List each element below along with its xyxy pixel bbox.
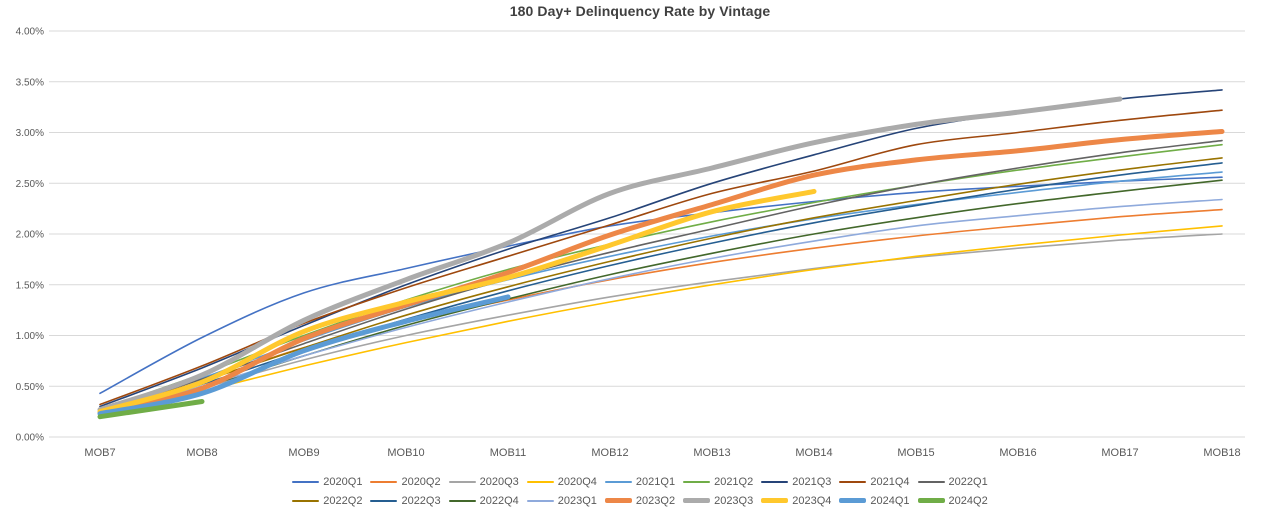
legend-row: 2022Q2 2022Q3 2022Q4 2023Q1 2023Q2 2023Q3 2023…	[0, 491, 1280, 510]
legend-item-2020Q2: 2020Q2	[370, 475, 441, 488]
legend-swatch-2022Q3	[370, 499, 398, 502]
legend-item-2022Q2: 2022Q2	[292, 495, 362, 507]
chart-title: 180 Day+ Delinquency Rate by Vintage	[509, 3, 771, 19]
y-tick-label: 2.00%	[16, 230, 44, 241]
legend-label-2020Q4: 2020Q4	[557, 475, 597, 488]
legend-swatch-2024Q2	[917, 498, 945, 503]
x-tick-label: MOB12	[591, 447, 628, 459]
legend-swatch-2023Q2	[604, 498, 632, 503]
legend-item-2024Q2: 2024Q2	[917, 494, 988, 507]
legend-label-2024Q1: 2024Q1	[870, 494, 910, 507]
legend-swatch-2023Q1	[526, 499, 554, 502]
x-tick-label: MOB17	[1101, 447, 1138, 459]
series-line-2020Q4	[99, 225, 1223, 417]
legend-swatch-2021Q1	[604, 480, 632, 483]
legend-swatch-2023Q3	[683, 498, 711, 503]
legend-item-2022Q4: 2022Q4	[448, 494, 519, 507]
legend-item-2020Q4: 2020Q4	[526, 475, 597, 488]
chart-legend: 2020Q1 2020Q2 2020Q3 2020Q4 2021Q1 2021Q2 2021…	[0, 472, 1280, 510]
series-line-2020Q1	[99, 176, 1223, 395]
legend-swatch-2023Q4	[761, 498, 789, 503]
legend-swatch-2021Q2	[683, 480, 711, 483]
legend-label-2021Q1: 2021Q1	[635, 475, 676, 488]
y-tick-label: 1.00%	[16, 331, 44, 342]
legend-label-2022Q4: 2022Q4	[479, 494, 519, 507]
legend-label-2021Q4: 2021Q4	[870, 475, 910, 488]
legend-label-2020Q2: 2020Q2	[401, 475, 441, 488]
legend-item-2023Q1: 2023Q1	[526, 494, 597, 507]
legend-item-2024Q1: 2024Q1	[839, 494, 910, 507]
series-line-2020Q3	[99, 233, 1223, 416]
legend-swatch-2020Q4	[526, 480, 554, 483]
x-tick-label: MOB13	[693, 447, 730, 459]
series-line-2024Q2	[97, 399, 205, 420]
legend-swatch-2020Q3	[448, 480, 476, 483]
x-tick-label: MOB10	[387, 447, 424, 459]
legend-label-2021Q3: 2021Q3	[792, 475, 832, 488]
legend-label-2022Q2: 2022Q2	[323, 494, 363, 507]
legend-item-2021Q3: 2021Q3	[761, 476, 831, 488]
series-line-2023Q2	[97, 129, 1225, 416]
legend-label-2022Q3: 2022Q3	[401, 494, 441, 507]
series-line-2022Q4	[99, 179, 1223, 416]
x-tick-label: MOB16	[999, 447, 1036, 459]
legend-item-2023Q4: 2023Q4	[761, 495, 831, 507]
legend-label-2020Q1: 2020Q1	[323, 475, 363, 488]
x-tick-label: MOB11	[490, 447, 526, 459]
legend-label-2023Q4: 2023Q4	[792, 494, 832, 507]
y-tick-label: 0.50%	[16, 382, 44, 393]
x-tick-label: MOB7	[84, 447, 115, 459]
legend-item-2023Q3: 2023Q3	[683, 495, 753, 507]
legend-swatch-2020Q1	[292, 480, 320, 483]
legend-item-2020Q1: 2020Q1	[292, 476, 362, 488]
legend-swatch-2021Q3	[761, 480, 789, 483]
x-tick-label: MOB14	[795, 447, 832, 459]
series-line-2022Q1	[99, 139, 1223, 412]
legend-label-2023Q2: 2023Q2	[635, 494, 676, 507]
series-line-2023Q4	[97, 188, 817, 415]
legend-item-2021Q4: 2021Q4	[839, 475, 910, 488]
x-tick-label: MOB18	[1203, 447, 1240, 459]
series-line-2021Q4	[99, 109, 1223, 406]
legend-label-2024Q2: 2024Q2	[948, 494, 988, 507]
legend-item-2021Q2: 2021Q2	[683, 476, 753, 488]
series-line-2021Q2	[99, 143, 1223, 411]
legend-label-2023Q3: 2023Q3	[714, 494, 754, 507]
legend-swatch-2022Q4	[448, 499, 476, 502]
legend-swatch-2020Q2	[370, 480, 398, 483]
y-tick-label: 0.00%	[16, 433, 44, 444]
y-tick-label: 1.50%	[16, 280, 44, 291]
legend-label-2020Q3: 2020Q3	[479, 475, 519, 488]
x-tick-label: MOB15	[897, 447, 934, 459]
legend-swatch-2022Q1	[917, 480, 945, 483]
legend-item-2022Q3: 2022Q3	[370, 494, 441, 507]
legend-swatch-2024Q1	[839, 498, 867, 503]
y-tick-label: 3.00%	[16, 128, 44, 139]
x-tick-label: MOB9	[288, 447, 319, 459]
legend-swatch-2022Q2	[292, 499, 320, 502]
y-tick-label: 4.00%	[16, 27, 44, 38]
legend-label-2021Q2: 2021Q2	[714, 475, 754, 488]
legend-item-2021Q1: 2021Q1	[604, 475, 676, 488]
legend-swatch-2021Q4	[839, 480, 867, 483]
legend-item-2020Q3: 2020Q3	[448, 475, 519, 488]
x-tick-label: MOB8	[186, 447, 217, 459]
legend-label-2022Q1: 2022Q1	[948, 475, 988, 488]
legend-row: 2020Q1 2020Q2 2020Q3 2020Q4 2021Q1 2021Q2 2021…	[0, 472, 1280, 491]
series-line-2023Q1	[99, 198, 1223, 415]
legend-item-2022Q1: 2022Q1	[917, 475, 988, 488]
y-tick-label: 3.50%	[16, 77, 44, 88]
legend-label-2023Q1: 2023Q1	[557, 494, 597, 507]
series-line-2022Q2	[99, 157, 1223, 413]
series-line-2023Q3	[97, 96, 1123, 413]
legend-item-2023Q2: 2023Q2	[604, 494, 676, 507]
y-tick-label: 2.50%	[16, 179, 44, 190]
series-line-2024Q1	[97, 294, 511, 417]
